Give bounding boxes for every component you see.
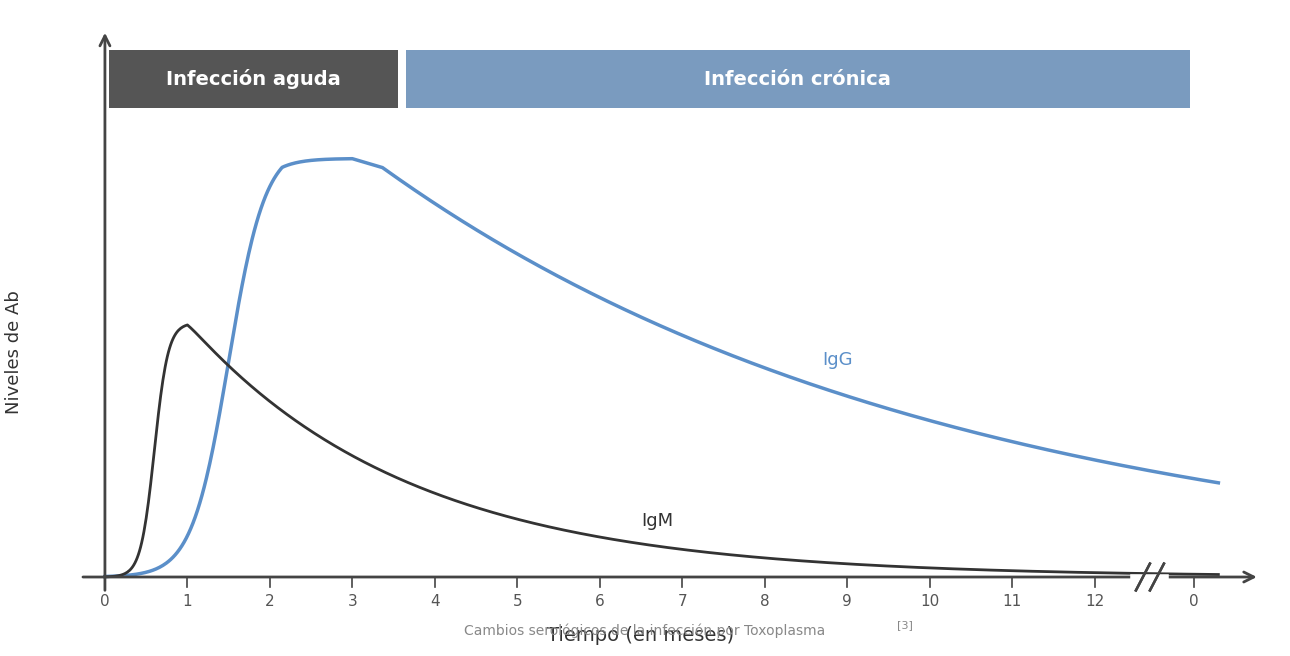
Text: 7: 7 — [677, 594, 688, 609]
Bar — [406, 51, 1189, 108]
Text: 6: 6 — [595, 594, 605, 609]
Text: 0: 0 — [101, 594, 110, 609]
Text: Infección crónica: Infección crónica — [704, 70, 891, 89]
Text: 0: 0 — [1189, 594, 1198, 609]
Text: 3: 3 — [347, 594, 357, 609]
Text: 2: 2 — [264, 594, 275, 609]
Text: Infección aguda: Infección aguda — [166, 69, 341, 89]
Text: [3]: [3] — [897, 620, 912, 630]
Text: IgG: IgG — [823, 351, 853, 369]
Text: 12: 12 — [1085, 594, 1104, 609]
Text: 1: 1 — [183, 594, 192, 609]
Text: Cambios serológicos de la infección por Toxoplasma: Cambios serológicos de la infección por … — [464, 623, 826, 638]
Text: 4: 4 — [430, 594, 440, 609]
Text: 11: 11 — [1002, 594, 1022, 609]
Text: 9: 9 — [842, 594, 853, 609]
Text: 10: 10 — [920, 594, 939, 609]
Text: Tiempo (en meses): Tiempo (en meses) — [547, 626, 734, 646]
Text: IgM: IgM — [641, 512, 673, 531]
Bar — [110, 51, 397, 108]
Text: Niveles de Ab: Niveles de Ab — [5, 290, 23, 414]
Text: 5: 5 — [512, 594, 522, 609]
Text: 8: 8 — [760, 594, 770, 609]
